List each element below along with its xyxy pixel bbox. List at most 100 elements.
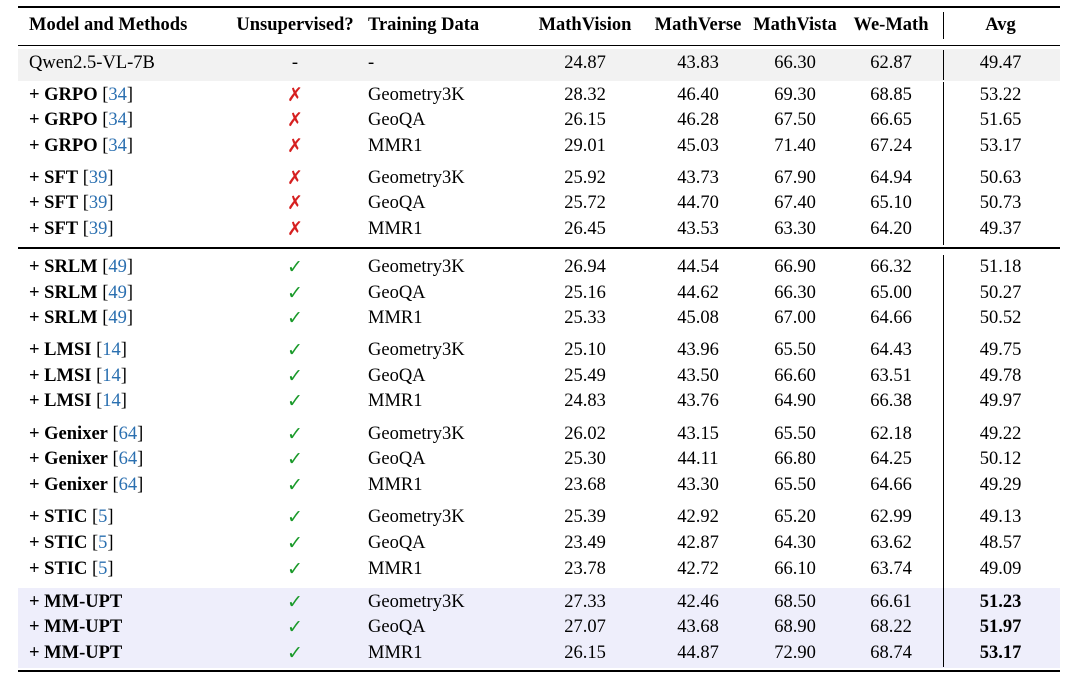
avg-cell: 49.29 <box>979 475 1022 495</box>
check-icon: ✓ <box>287 507 303 528</box>
avg-cell: 50.12 <box>979 449 1022 469</box>
check-icon: ✓ <box>287 475 303 496</box>
mathvision-cell: 27.07 <box>564 617 606 637</box>
header-mathvision: MathVision <box>538 15 632 35</box>
citation-link[interactable]: 64 <box>118 449 138 469</box>
cross-icon: ✗ <box>287 168 303 189</box>
wemath-cell: 68.22 <box>870 617 912 637</box>
citation-link[interactable]: 34 <box>108 110 127 130</box>
method-name: STIC <box>44 559 88 579</box>
wemath-cell: 66.38 <box>870 391 912 411</box>
mathvista-cell: 66.60 <box>774 366 816 386</box>
mathverse-cell: 43.53 <box>677 219 719 239</box>
citation-link[interactable]: 64 <box>118 475 138 495</box>
baseline-mathvista: 66.30 <box>774 53 816 73</box>
training-data-cell: Geometry3K <box>368 85 465 105</box>
method-cell: + GRPO [34] <box>29 83 133 108</box>
method-plus: + <box>29 366 40 386</box>
method-plus: + <box>29 475 40 495</box>
method-name: Genixer <box>44 475 108 495</box>
mathverse-cell: 44.87 <box>677 643 719 663</box>
avg-cell: 49.75 <box>979 340 1022 360</box>
method-cell: + GRPO [34] <box>29 134 133 159</box>
mathvista-cell: 66.80 <box>774 449 816 469</box>
method-cell: + MM-UPT <box>29 590 122 615</box>
wemath-cell: 63.51 <box>870 366 912 386</box>
citation-link[interactable]: 5 <box>98 559 108 579</box>
citation-link[interactable]: 34 <box>108 136 127 156</box>
mathvista-cell: 65.20 <box>774 507 816 527</box>
method-plus: + <box>29 391 40 411</box>
table-row: + STIC [5] ✓ MMR1 23.78 42.72 66.10 63.74 49.09 <box>18 557 1060 582</box>
citation-link[interactable]: 14 <box>102 340 121 360</box>
cross-icon: ✗ <box>287 193 303 214</box>
method-plus: + <box>29 85 40 105</box>
citation: [39] <box>78 168 114 188</box>
citation-link[interactable]: 49 <box>108 308 127 328</box>
method-name: GRPO <box>44 85 98 105</box>
method-name: GRPO <box>44 110 98 130</box>
cross-icon: ✗ <box>287 219 303 240</box>
method-name: Genixer <box>44 424 108 444</box>
citation-link[interactable]: 49 <box>108 257 127 277</box>
group-rule <box>18 247 1060 249</box>
wemath-cell: 63.62 <box>870 533 912 553</box>
check-icon: ✓ <box>287 643 303 664</box>
mathvision-cell: 25.49 <box>564 366 606 386</box>
method-plus: + <box>29 340 40 360</box>
header-row: Model and Methods Unsupervised? Training… <box>18 13 1060 38</box>
citation-link[interactable]: 14 <box>102 391 121 411</box>
citation-link[interactable]: 39 <box>88 219 108 239</box>
citation-link[interactable]: 39 <box>88 193 108 213</box>
citation-link[interactable]: 34 <box>108 85 127 105</box>
cross-icon: ✗ <box>287 85 303 106</box>
header-mathverse: MathVerse <box>654 15 742 35</box>
mathvista-cell: 72.90 <box>774 643 816 663</box>
baseline-wemath: 62.87 <box>870 53 912 73</box>
mathvision-cell: 25.30 <box>564 449 606 469</box>
mathvision-cell: 24.83 <box>564 391 606 411</box>
check-icon: ✓ <box>287 283 303 304</box>
citation-link[interactable]: 5 <box>98 533 108 553</box>
check-icon: ✓ <box>287 617 303 638</box>
header-avg: Avg <box>985 15 1016 35</box>
citation: [34] <box>97 136 134 156</box>
table-row: + STIC [5] ✓ GeoQA 23.49 42.87 64.30 63.62 48.5… <box>18 531 1060 556</box>
method-plus: + <box>29 283 40 303</box>
mathvista-cell: 65.50 <box>774 424 816 444</box>
check-icon: ✓ <box>287 533 303 554</box>
citation-link[interactable]: 39 <box>88 168 108 188</box>
method-cell: + STIC [5] <box>29 557 114 582</box>
avg-separator-header <box>943 12 944 39</box>
mathverse-cell: 43.15 <box>677 424 719 444</box>
training-data-cell: GeoQA <box>368 366 426 386</box>
method-plus: + <box>29 592 40 612</box>
training-data-cell: GeoQA <box>368 617 426 637</box>
mathverse-cell: 42.72 <box>677 559 719 579</box>
table-row: + GRPO [34] ✗ GeoQA 26.15 46.28 67.50 66.65 51.… <box>18 108 1060 133</box>
check-icon: ✓ <box>287 559 303 580</box>
baseline-method: Qwen2.5-VL-7B <box>29 53 155 73</box>
mathvista-cell: 67.90 <box>774 168 816 188</box>
method-name: STIC <box>44 533 88 553</box>
citation-link[interactable]: 5 <box>98 507 108 527</box>
avg-separator-unsup <box>943 255 944 667</box>
method-plus: + <box>29 193 40 213</box>
mathverse-cell: 46.40 <box>677 85 719 105</box>
citation-link[interactable]: 14 <box>102 366 121 386</box>
method-name: SFT <box>44 193 79 213</box>
citation: [14] <box>91 340 127 360</box>
method-cell: + Genixer [64] <box>29 422 143 447</box>
training-data-cell: GeoQA <box>368 533 426 553</box>
method-cell: + SRLM [49] <box>29 255 133 280</box>
results-table: Model and Methods Unsupervised? Training… <box>18 0 1060 684</box>
citation-link[interactable]: 49 <box>108 283 127 303</box>
check-icon: ✓ <box>287 308 303 329</box>
citation-link[interactable]: 64 <box>118 424 138 444</box>
header-rule <box>18 45 1060 46</box>
check-icon: ✓ <box>287 449 303 470</box>
avg-cell: 50.27 <box>979 283 1022 303</box>
method-cell: + Genixer [64] <box>29 447 143 472</box>
mathvista-cell: 67.50 <box>774 110 816 130</box>
mathvista-cell: 66.10 <box>774 559 816 579</box>
